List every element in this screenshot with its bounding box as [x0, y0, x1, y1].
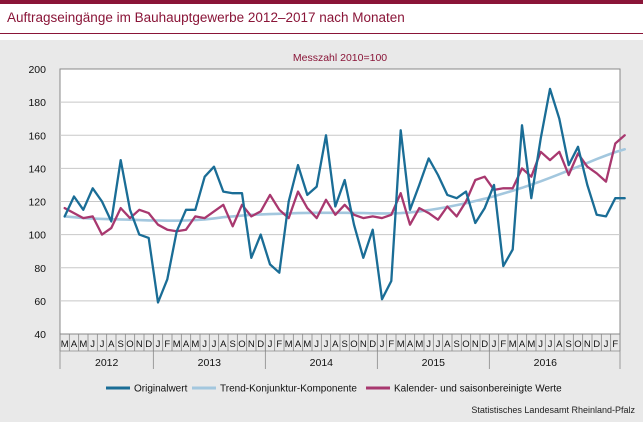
month-label: M [397, 339, 405, 350]
year-label: 2012 [95, 357, 119, 369]
month-label: A [108, 339, 115, 350]
month-label: S [117, 339, 123, 350]
month-label: S [565, 339, 571, 350]
month-label: O [126, 339, 133, 350]
month-label: J [492, 339, 497, 350]
month-label: J [324, 339, 329, 350]
month-label: A [71, 339, 78, 350]
y-tick-label: 200 [28, 64, 46, 76]
month-label: A [444, 339, 451, 350]
month-label: J [604, 339, 609, 350]
series-line [63, 87, 626, 304]
month-label: O [350, 339, 357, 350]
month-label: M [191, 339, 199, 350]
month-label: S [229, 339, 235, 350]
month-label: M [61, 339, 69, 350]
month-label: M [303, 339, 311, 350]
year-label: 2013 [198, 357, 222, 369]
month-label: N [584, 339, 591, 350]
source-note: Statistisches Landesamt Rheinland-Pfalz [471, 405, 635, 415]
month-label: F [500, 339, 506, 350]
month-label: F [164, 339, 170, 350]
series-line [63, 134, 626, 236]
month-label: J [380, 339, 385, 350]
month-label: J [436, 339, 441, 350]
month-label: A [407, 339, 414, 350]
month-label: J [268, 339, 273, 350]
page-title: Auftragseingänge im Bauhauptgewerbe 2012… [7, 10, 405, 25]
month-label: J [426, 339, 431, 350]
month-label: A [183, 339, 190, 350]
month-label: M [79, 339, 87, 350]
legend-label: Originalwert [134, 384, 188, 395]
year-label: 2014 [310, 357, 334, 369]
month-label: N [360, 339, 367, 350]
month-label: O [238, 339, 245, 350]
legend-label: Trend-Konjunktur-Komponente [220, 384, 357, 395]
month-label: O [462, 339, 469, 350]
month-label: A [519, 339, 526, 350]
month-label: M [173, 339, 181, 350]
month-label: A [295, 339, 302, 350]
month-label: J [314, 339, 319, 350]
y-tick-label: 140 [28, 163, 46, 175]
month-label: S [341, 339, 347, 350]
year-label: 2015 [422, 357, 446, 369]
month-label: M [415, 339, 423, 350]
month-label: N [248, 339, 255, 350]
month-label: A [332, 339, 339, 350]
month-label: J [212, 339, 217, 350]
month-label: J [100, 339, 105, 350]
month-label: D [481, 339, 488, 350]
month-label: A [220, 339, 227, 350]
month-label: O [574, 339, 581, 350]
month-label: A [556, 339, 563, 350]
y-tick-label: 40 [34, 329, 46, 341]
month-label: S [453, 339, 459, 350]
y-tick-label: 60 [34, 296, 46, 308]
month-label: F [612, 339, 618, 350]
month-label: D [257, 339, 264, 350]
series-line [63, 148, 627, 222]
month-label: N [136, 339, 143, 350]
month-label: J [538, 339, 543, 350]
y-tick-label: 80 [34, 263, 46, 275]
legend-label: Kalender- und saisonbereinigte Werte [394, 384, 562, 395]
y-tick-label: 180 [28, 97, 46, 109]
top-accent-bar [0, 0, 643, 4]
title-divider [0, 33, 643, 34]
month-label: D [369, 339, 376, 350]
y-tick-label: 120 [28, 197, 46, 209]
month-label: M [285, 339, 293, 350]
month-label: N [472, 339, 479, 350]
year-label: 2016 [534, 357, 558, 369]
month-label: D [593, 339, 600, 350]
month-label: J [548, 339, 553, 350]
month-label: M [509, 339, 517, 350]
month-label: F [276, 339, 282, 350]
month-label: F [388, 339, 394, 350]
month-label: J [202, 339, 207, 350]
month-label: J [90, 339, 95, 350]
y-tick-label: 160 [28, 130, 46, 142]
month-label: J [156, 339, 161, 350]
month-label: M [527, 339, 535, 350]
chart-subtitle: Messzahl 2010=100 [293, 52, 387, 64]
y-tick-label: 100 [28, 230, 46, 242]
month-label: D [145, 339, 152, 350]
